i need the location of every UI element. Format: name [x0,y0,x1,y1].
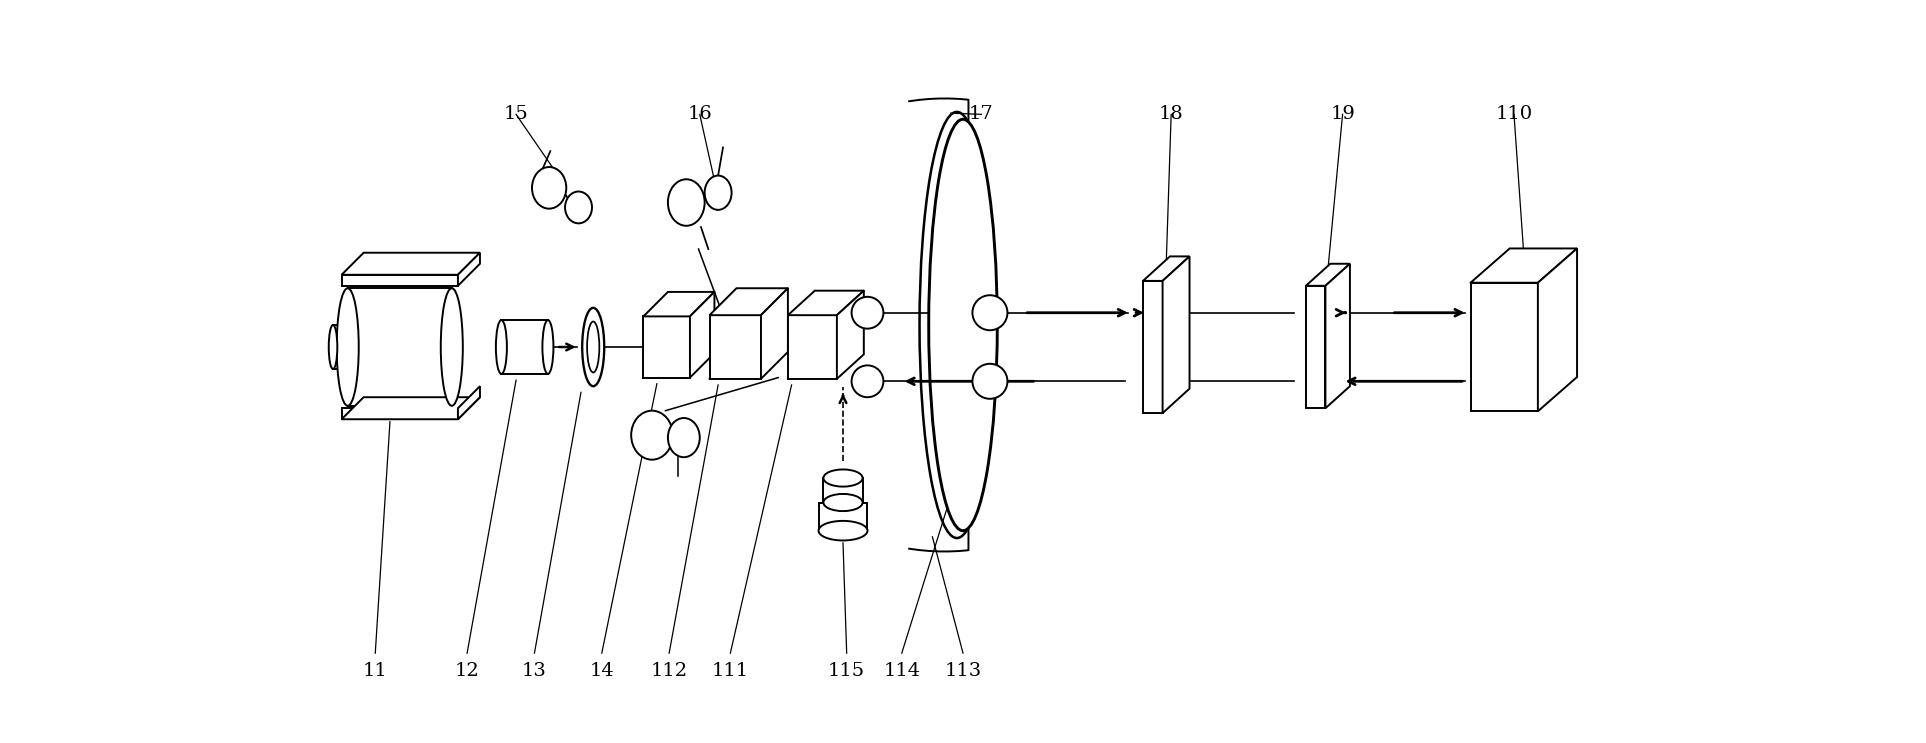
Polygon shape [1142,256,1190,281]
Ellipse shape [441,288,462,406]
Ellipse shape [329,325,337,369]
Ellipse shape [824,470,863,487]
Polygon shape [1471,248,1577,283]
Polygon shape [341,398,480,419]
Polygon shape [643,317,690,377]
Text: 112: 112 [651,663,688,681]
Ellipse shape [337,288,358,406]
Text: 17: 17 [969,106,994,123]
Text: 115: 115 [828,663,865,681]
Ellipse shape [668,418,699,457]
Polygon shape [1306,264,1350,286]
Circle shape [973,295,1007,330]
Ellipse shape [928,120,998,531]
Polygon shape [333,325,345,369]
Polygon shape [761,288,788,379]
Text: 16: 16 [688,106,713,123]
Text: 12: 12 [455,663,480,681]
Ellipse shape [668,179,705,226]
Ellipse shape [543,320,553,374]
Ellipse shape [564,192,591,224]
Polygon shape [709,315,761,379]
Text: 18: 18 [1159,106,1184,123]
Text: 113: 113 [944,663,982,681]
Ellipse shape [582,308,605,386]
Ellipse shape [705,175,732,210]
Polygon shape [788,315,838,379]
Text: 111: 111 [713,663,749,681]
Polygon shape [458,386,480,419]
Polygon shape [341,253,480,275]
Text: 13: 13 [522,663,547,681]
Polygon shape [349,288,453,406]
Polygon shape [1163,256,1190,413]
Polygon shape [824,478,863,502]
Polygon shape [788,291,865,315]
Circle shape [851,366,884,398]
Text: 19: 19 [1331,106,1356,123]
Polygon shape [819,502,867,531]
Text: 15: 15 [505,106,528,123]
Text: 14: 14 [589,663,614,681]
Text: 11: 11 [362,663,387,681]
Ellipse shape [587,322,599,372]
Polygon shape [341,408,458,419]
Polygon shape [1306,286,1325,408]
Polygon shape [690,292,715,377]
Polygon shape [709,288,788,315]
Polygon shape [341,275,458,286]
Polygon shape [1142,281,1163,413]
Polygon shape [1537,248,1577,412]
Polygon shape [838,291,865,379]
Circle shape [973,364,1007,399]
Ellipse shape [495,320,507,374]
Ellipse shape [819,521,867,540]
Polygon shape [1325,264,1350,408]
Ellipse shape [532,167,566,209]
Text: 110: 110 [1495,106,1533,123]
Ellipse shape [632,411,672,460]
Polygon shape [643,292,715,317]
Circle shape [851,296,884,328]
Polygon shape [1471,283,1537,412]
Polygon shape [501,320,547,374]
Polygon shape [458,253,480,286]
Text: 114: 114 [884,663,921,681]
Ellipse shape [824,494,863,511]
